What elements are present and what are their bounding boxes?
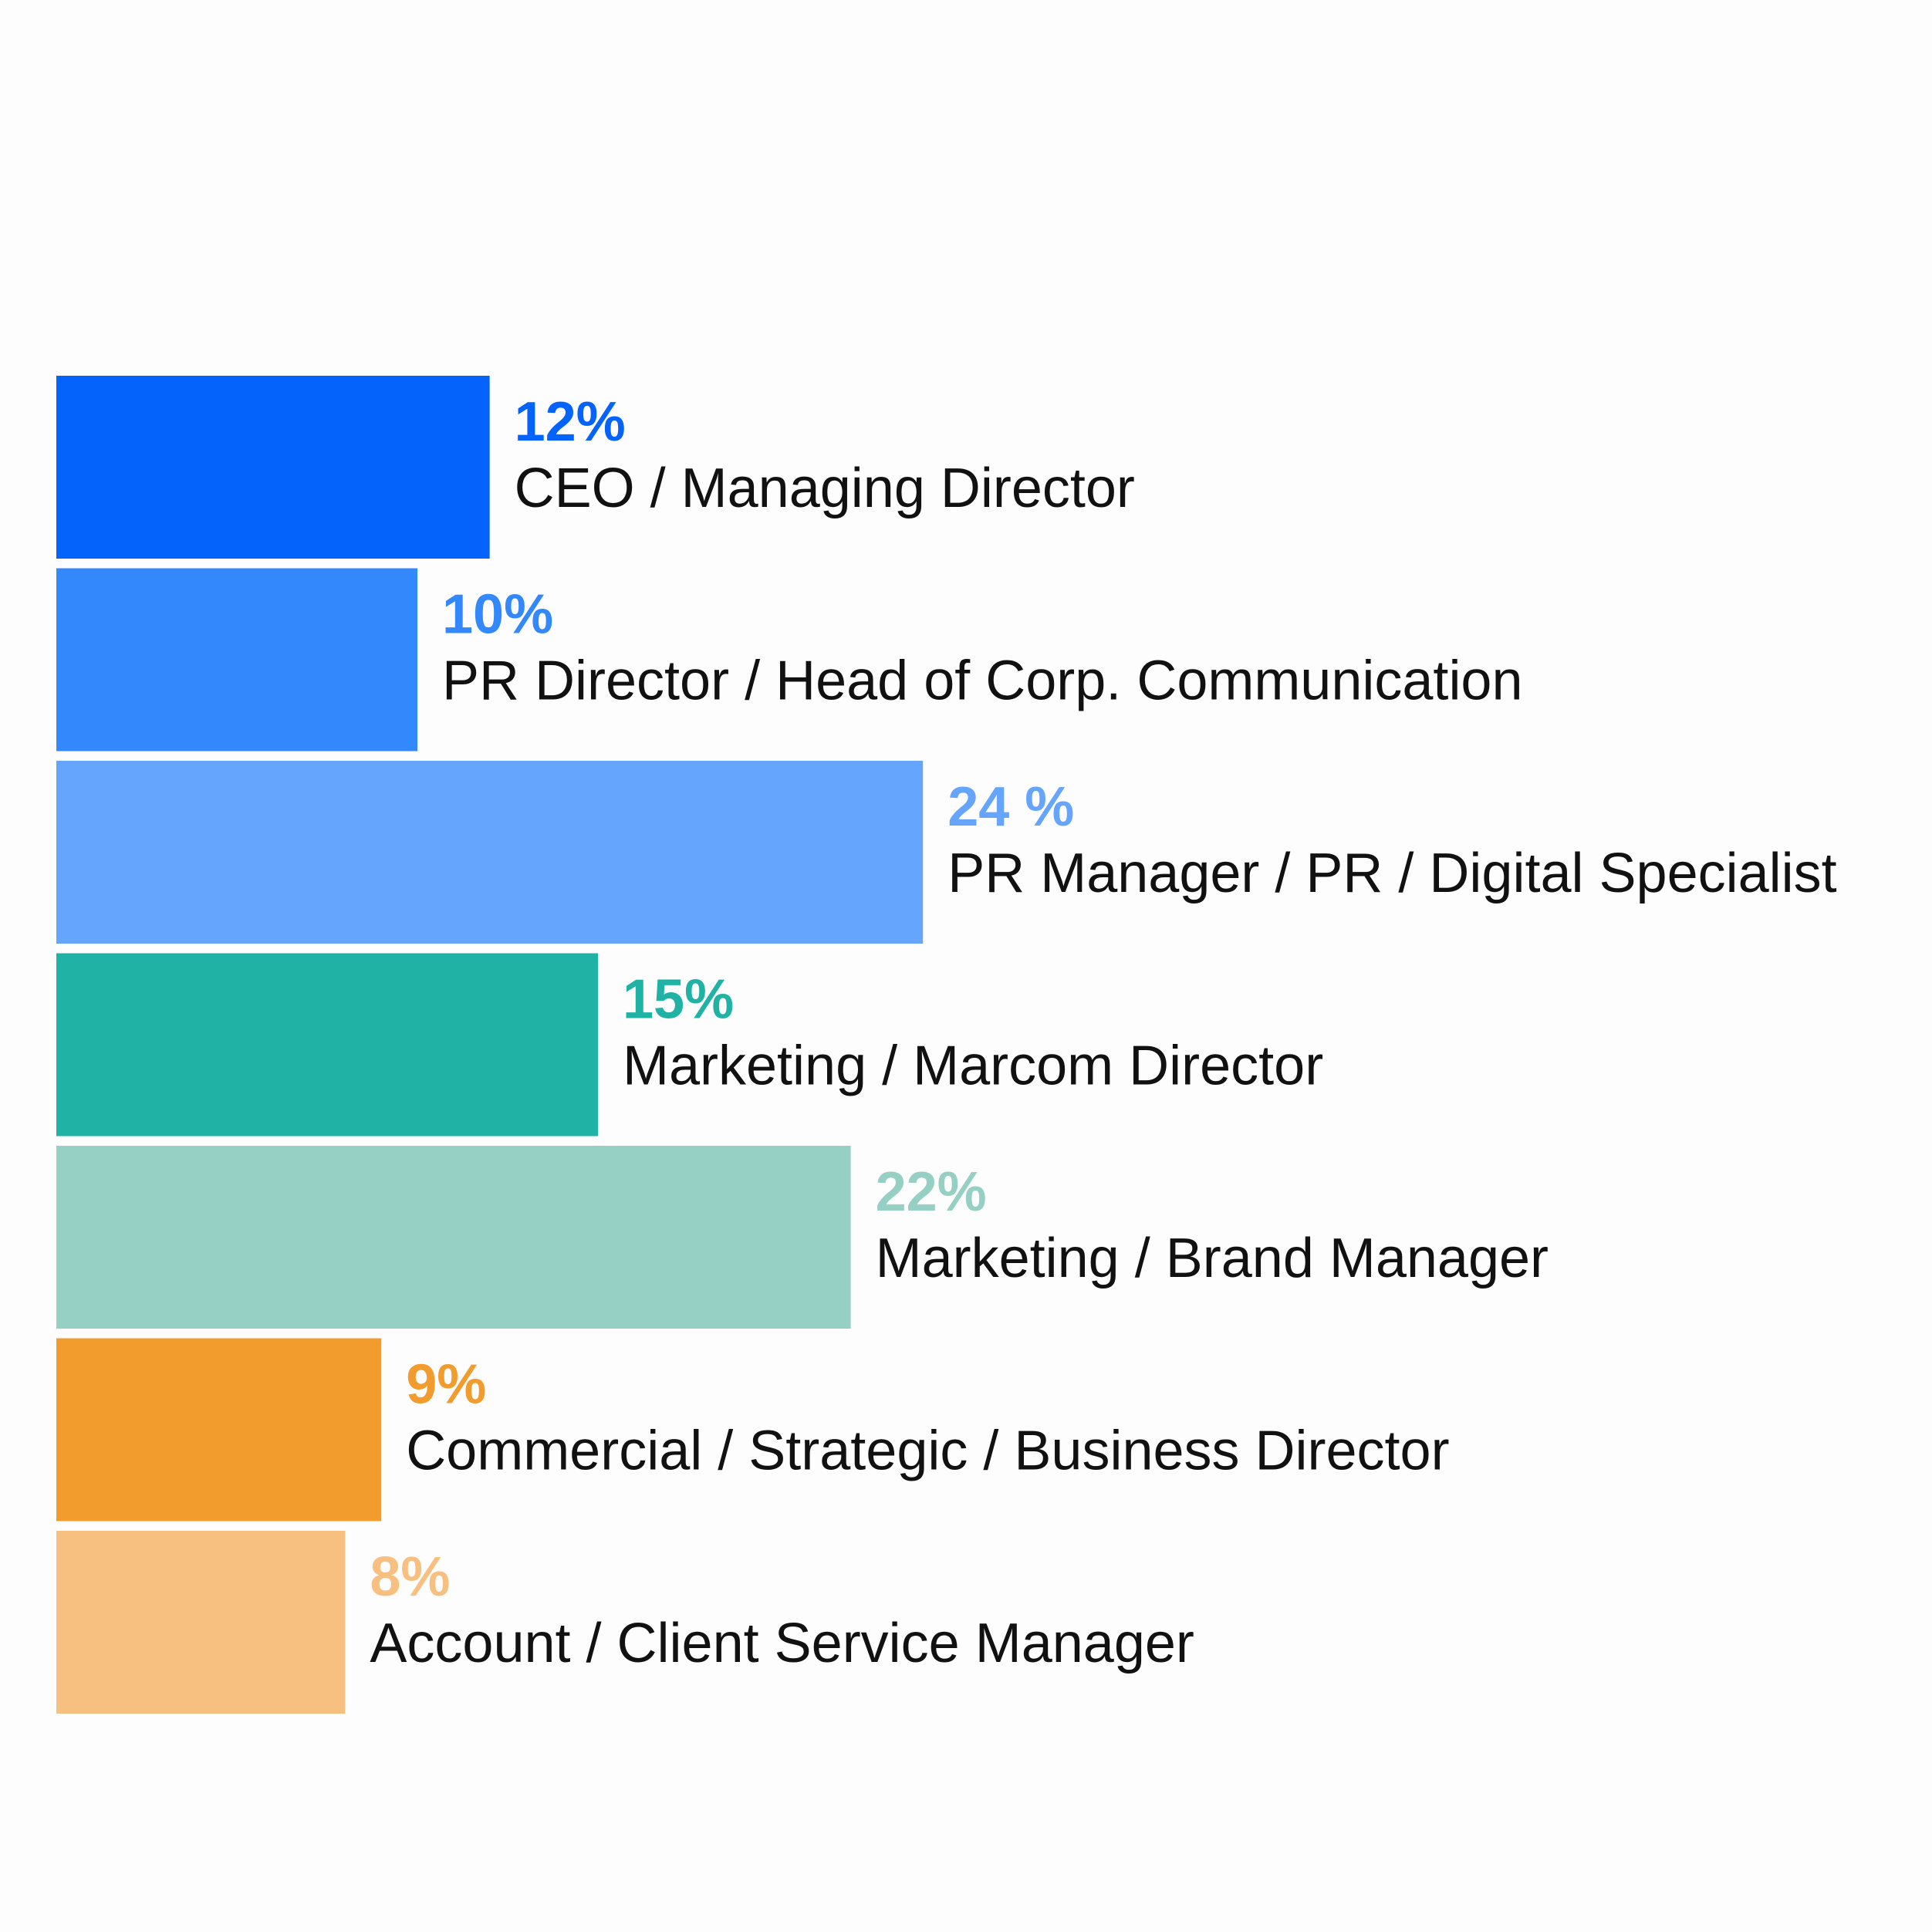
bar-6 bbox=[56, 1531, 346, 1714]
category-label-4: Marketing / Brand Manager bbox=[876, 1228, 1549, 1289]
value-label-2: 24 % bbox=[947, 776, 1074, 838]
category-label-1: PR Director / Head of Corp. Communicatio… bbox=[442, 650, 1523, 712]
bar-3 bbox=[56, 953, 598, 1137]
value-label-5: 9% bbox=[406, 1354, 486, 1416]
value-label-6: 8% bbox=[370, 1546, 450, 1608]
value-label-0: 12% bbox=[515, 391, 626, 453]
bar-0 bbox=[56, 376, 490, 559]
category-label-3: Marketing / Marcom Director bbox=[623, 1035, 1323, 1097]
category-label-0: CEO / Managing Director bbox=[515, 458, 1135, 519]
category-label-2: PR Manager / PR / Digital Specialist bbox=[947, 843, 1836, 904]
value-label-4: 22% bbox=[876, 1161, 987, 1223]
category-label-6: Account / Client Service Manager bbox=[370, 1613, 1194, 1674]
bar-1 bbox=[56, 568, 417, 752]
category-label-5: Commercial / Strategic / Business Direct… bbox=[406, 1420, 1449, 1482]
bar-2 bbox=[56, 761, 924, 944]
bar-4 bbox=[56, 1146, 851, 1329]
bar-5 bbox=[56, 1338, 382, 1522]
value-label-3: 15% bbox=[623, 969, 734, 1031]
value-label-1: 10% bbox=[442, 584, 553, 646]
